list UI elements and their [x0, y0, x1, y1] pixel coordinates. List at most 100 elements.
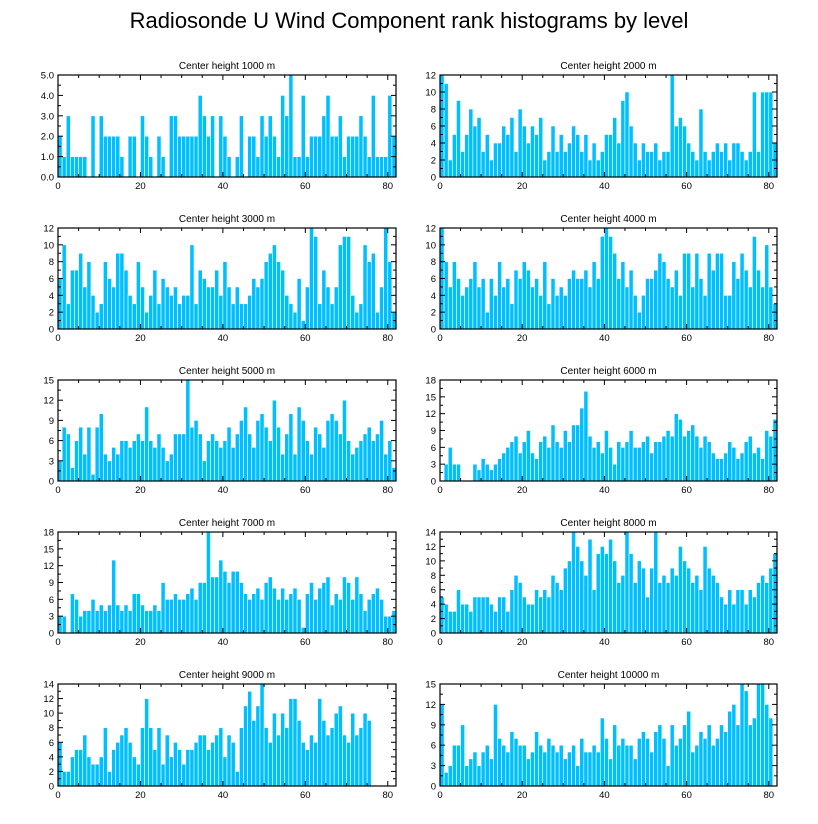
histogram-bar: [280, 269, 286, 330]
histogram-bar: [760, 683, 765, 787]
histogram-bar: [484, 311, 490, 330]
histogram-bar: [550, 574, 556, 634]
histogram-bar: [251, 278, 257, 330]
histogram-bar: [255, 420, 261, 482]
histogram-bar: [243, 705, 248, 787]
histogram-bar: [587, 538, 593, 634]
histogram-bar: [472, 261, 478, 330]
y-tick-label: 12: [43, 224, 54, 235]
histogram-bar: [476, 286, 482, 330]
histogram-bar: [723, 731, 728, 787]
histogram-bar: [558, 286, 564, 330]
histogram-bar: [185, 593, 191, 634]
histogram-bar: [337, 599, 343, 634]
histogram-bar: [653, 531, 659, 634]
x-tick-label: 60: [681, 637, 692, 648]
histogram-bar: [168, 599, 174, 634]
histogram-bar: [682, 252, 687, 330]
histogram-bar: [657, 252, 663, 330]
histogram-bar: [579, 407, 585, 482]
panel-title: Center height 2000 m: [560, 61, 656, 72]
histogram-bar: [61, 426, 67, 482]
histogram-bar: [538, 295, 544, 330]
histogram-bar: [136, 593, 141, 634]
x-tick-label: 0: [437, 790, 442, 801]
histogram-bar: [74, 440, 79, 482]
histogram-bar: [189, 426, 195, 482]
histogram-bar: [375, 311, 380, 330]
histogram-bar: [160, 447, 166, 482]
histogram-bar: [636, 447, 642, 482]
histogram-bar: [296, 156, 302, 178]
histogram-bar: [111, 749, 117, 787]
histogram-bar: [309, 582, 314, 634]
histogram-bar: [493, 463, 498, 482]
histogram-bar: [181, 599, 187, 634]
histogram-bar: [156, 433, 162, 482]
histogram-bar: [591, 261, 597, 330]
x-tick-label: 60: [300, 637, 311, 648]
histogram-bar: [653, 142, 659, 178]
histogram-bar: [493, 704, 498, 787]
histogram-bar: [698, 731, 704, 787]
histogram-bar: [525, 430, 531, 482]
histogram-bar: [350, 295, 356, 330]
y-tick-label: 9: [431, 720, 436, 731]
histogram-bar: [288, 303, 294, 330]
x-tick-label: 60: [300, 181, 311, 192]
histogram-bar: [521, 596, 527, 634]
histogram-bar: [743, 441, 749, 482]
histogram-bar: [735, 142, 741, 178]
histogram-bar: [173, 593, 178, 634]
histogram-bar: [288, 593, 294, 634]
histogram-bar: [375, 587, 380, 634]
histogram-bar: [468, 108, 474, 178]
histogram-bar: [350, 453, 356, 482]
histogram-bar: [694, 159, 700, 178]
histogram-bar: [521, 744, 527, 787]
histogram-bar: [362, 135, 368, 178]
histogram-bar: [443, 83, 449, 178]
histogram-bar: [197, 582, 203, 634]
histogram-bar: [538, 596, 544, 634]
histogram-bar: [587, 286, 593, 330]
histogram-bar: [501, 744, 507, 787]
histogram-bar: [686, 710, 692, 787]
x-tick-label: 0: [437, 637, 442, 648]
histogram-bar: [123, 604, 129, 634]
histogram-bar: [505, 134, 511, 178]
histogram-bar: [505, 447, 511, 482]
histogram-bar: [148, 440, 154, 482]
histogram-bar: [193, 303, 199, 330]
histogram-bar: [747, 151, 753, 178]
histogram-bar: [649, 452, 655, 482]
histogram-bar: [575, 278, 581, 330]
histogram-bar: [562, 567, 568, 634]
y-tick-label: 18: [425, 376, 436, 387]
histogram-bar: [723, 452, 728, 482]
y-tick-label: 0: [431, 477, 436, 488]
histogram-bar: [354, 311, 360, 330]
histogram-bar: [554, 295, 560, 330]
histogram-bar: [489, 278, 494, 330]
histogram-bar: [276, 426, 281, 482]
x-tick-label: 60: [300, 790, 311, 801]
histogram-bar: [148, 727, 154, 787]
y-tick-label: 2: [431, 156, 436, 167]
histogram-bar: [144, 610, 149, 634]
histogram-bar: [346, 741, 351, 787]
histogram-bar: [259, 278, 265, 330]
histogram-bar: [501, 452, 507, 482]
histogram-bar: [567, 142, 572, 178]
histogram-bar: [558, 744, 564, 787]
histogram-bar: [645, 738, 650, 787]
histogram-bar: [156, 303, 162, 330]
histogram-bar: [144, 135, 149, 178]
histogram-bar: [464, 765, 470, 787]
histogram-bar: [706, 441, 712, 482]
histogram-bar: [624, 91, 630, 178]
histogram-bar: [686, 430, 692, 482]
histogram-bar: [468, 278, 474, 330]
y-tick-label: 14: [43, 680, 54, 691]
histogram-bar: [641, 567, 646, 634]
